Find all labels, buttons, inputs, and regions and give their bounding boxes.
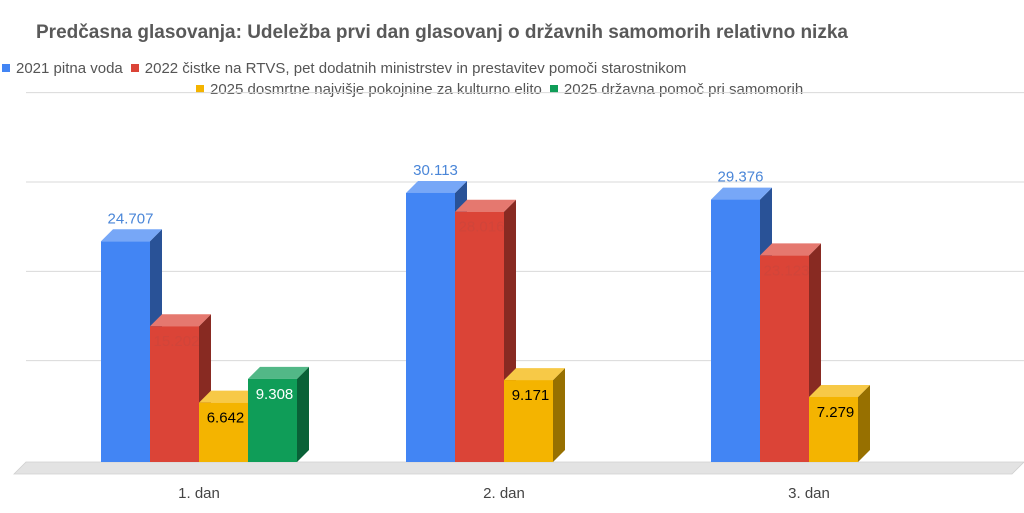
legend-swatch-series-4 (549, 85, 558, 93)
bar (101, 241, 150, 462)
legend-label-series-1: 2021 pitna voda (16, 59, 123, 77)
legend-item-series-1[interactable]: 2021 pitna voda (2, 60, 123, 77)
bar-top (455, 199, 516, 212)
chart-floor (13, 461, 1024, 475)
bar-side (553, 368, 565, 462)
data-label: 9.171 (512, 387, 550, 404)
category-label: 1. dan (178, 485, 220, 502)
bar (711, 199, 760, 462)
bar-top (406, 180, 467, 193)
bar (150, 326, 199, 462)
bar (455, 211, 504, 462)
legend-row-2: 2025 dosmrtne najvišje pokojnine za kult… (196, 79, 811, 99)
chart-title: Predčasna glasovanja: Udeležba prvi dan … (36, 22, 848, 43)
data-label: 9.308 (256, 386, 294, 403)
data-label: 24.707 (108, 210, 154, 227)
bar-top (504, 368, 565, 381)
bar-group (504, 368, 565, 462)
bar-group (809, 384, 870, 462)
bar (809, 396, 858, 462)
category-label: 3. dan (788, 485, 830, 502)
bar-top (248, 366, 309, 379)
bar (504, 380, 553, 462)
data-label: 15.202 (154, 333, 200, 350)
data-label: 6.642 (207, 410, 245, 427)
bar-group (248, 366, 309, 462)
legend-item-series-4[interactable]: 2025 državna pomoč pri samomorih (549, 80, 804, 98)
bar-top (760, 243, 821, 256)
legend-swatch-series-1 (2, 64, 10, 72)
legend-item-series-3[interactable]: 2025 dosmrtne najvišje pokojnine za kult… (196, 81, 542, 98)
bar (199, 402, 248, 462)
data-label: 28.016 (459, 219, 505, 236)
bar-top (101, 229, 162, 242)
legend-swatch-series-2 (130, 64, 139, 72)
bar-side (297, 366, 309, 462)
bar-group (760, 243, 821, 462)
legend-label-series-2: 2022 čistke na RTVS, pet dodatnih minist… (144, 59, 687, 77)
category-label: 2. dan (483, 485, 525, 502)
legend-label-series-4: 2025 državna pomoč pri samomorih (563, 80, 804, 98)
legend-row-1: 2021 pitna voda 2022 čistke na RTVS, pet… (2, 58, 694, 78)
data-label: 23.123 (764, 262, 810, 279)
bar-side (858, 384, 870, 462)
data-label: 30.113 (413, 162, 458, 179)
legend-item-series-2[interactable]: 2022 čistke na RTVS, pet dodatnih minist… (130, 59, 687, 77)
bar-top (150, 314, 211, 327)
data-label: 7.279 (817, 404, 855, 421)
bar (760, 255, 809, 462)
data-label: 29.376 (718, 169, 764, 186)
legend-label-series-3: 2025 dosmrtne najvišje pokojnine za kult… (210, 80, 542, 98)
bar (406, 192, 455, 462)
bar-top (711, 187, 772, 200)
bar-top (199, 390, 260, 403)
bar (248, 378, 297, 462)
legend-swatch-series-3 (196, 85, 204, 93)
bar-top (809, 384, 870, 397)
